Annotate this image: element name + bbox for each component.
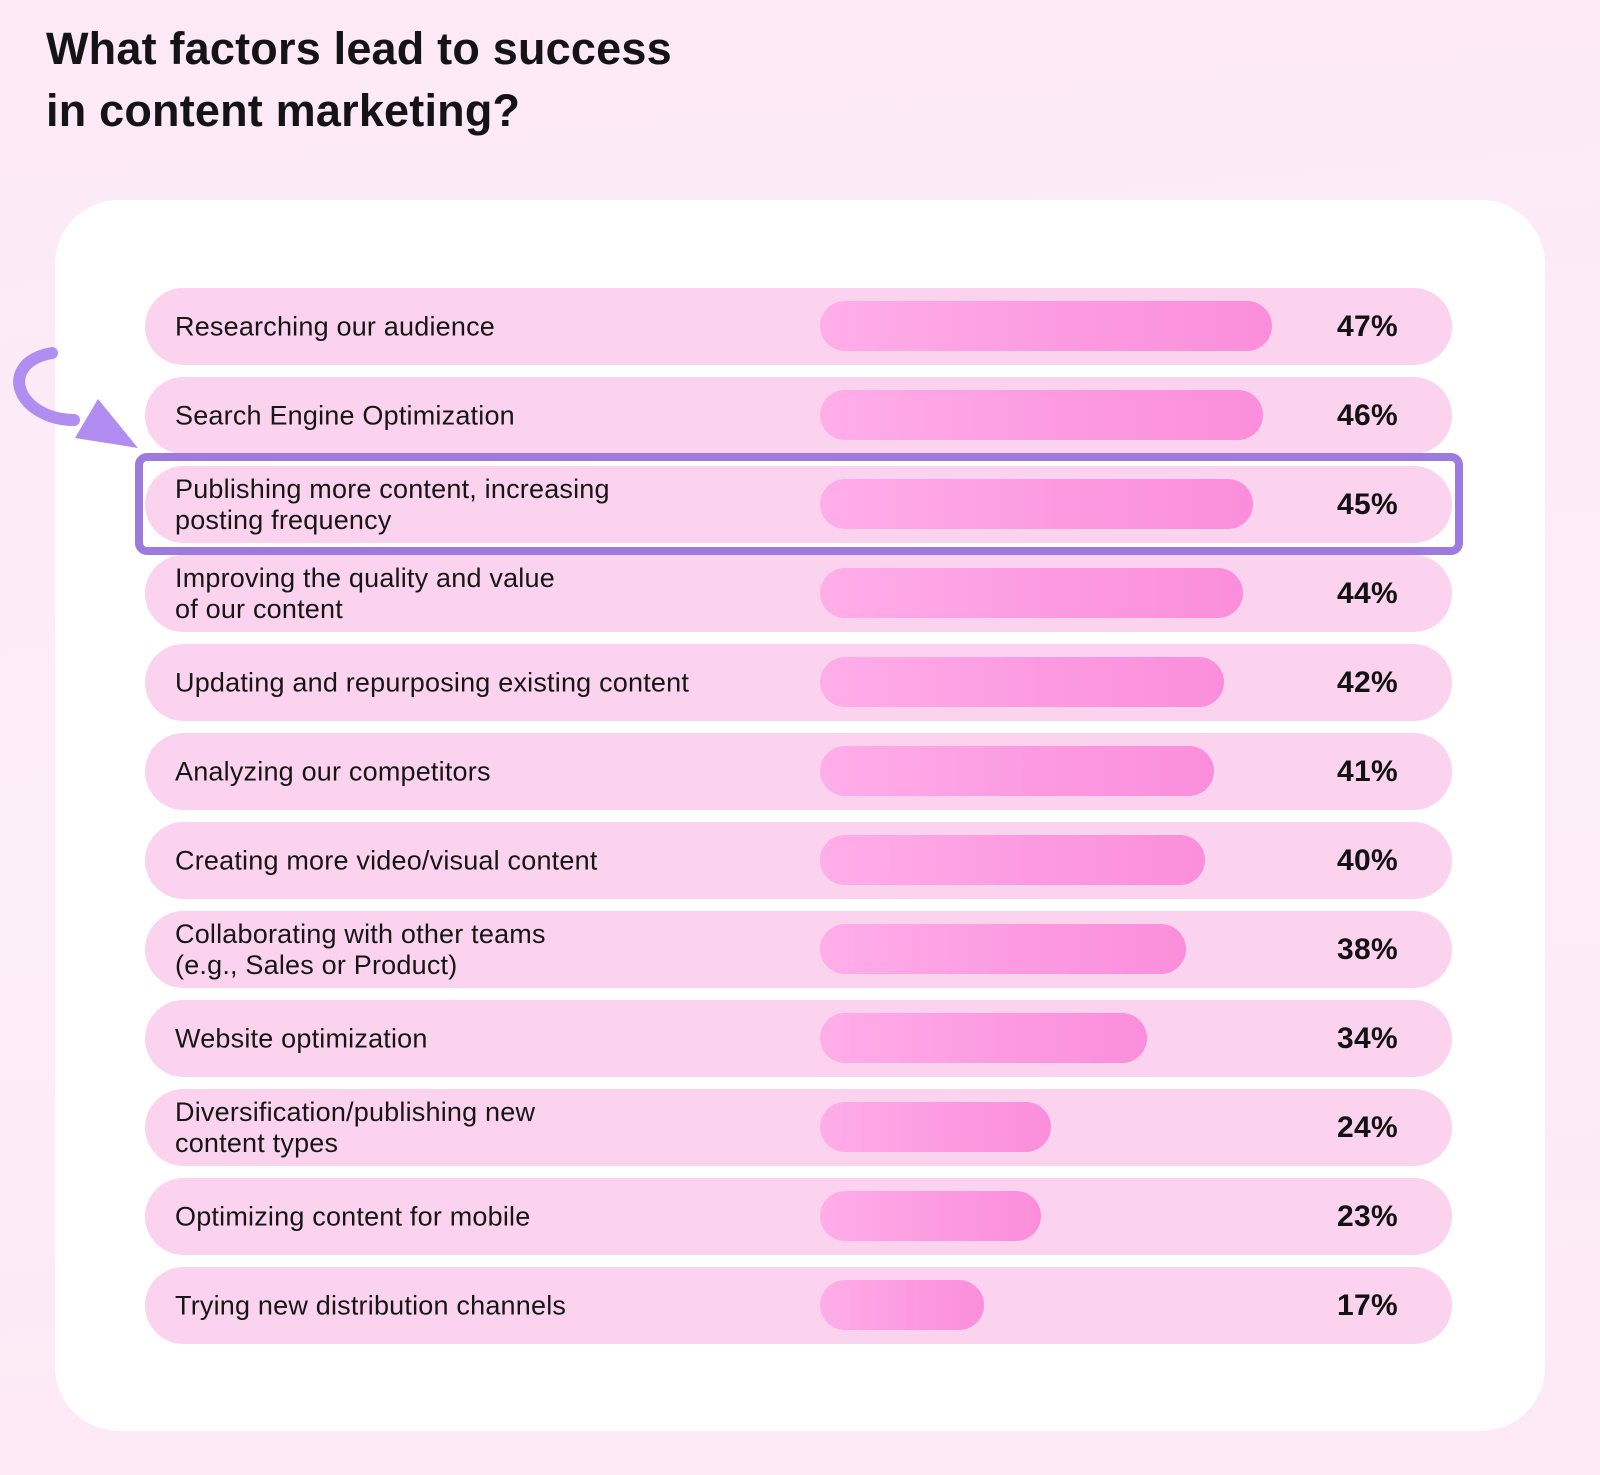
value-bar: [820, 746, 1214, 796]
value-bar: [820, 657, 1224, 707]
chart-row: Website optimization 34%: [145, 1000, 1452, 1077]
factor-label: Improving the quality and value of our c…: [175, 562, 555, 624]
factor-percentage: 45%: [1337, 487, 1398, 521]
factor-label: Search Engine Optimization: [175, 400, 515, 430]
factor-percentage: 40%: [1337, 843, 1398, 877]
factor-percentage: 41%: [1337, 754, 1398, 788]
chart-row: Creating more video/visual content 40%: [145, 822, 1452, 899]
value-bar: [820, 479, 1253, 529]
factor-label: Updating and repurposing existing conten…: [175, 667, 690, 697]
factor-percentage: 42%: [1337, 665, 1398, 699]
factor-percentage: 24%: [1337, 1110, 1398, 1144]
factor-label: Trying new distribution channels: [175, 1290, 567, 1320]
chart-row: Diversification/publishing new content t…: [145, 1089, 1452, 1166]
factor-percentage: 23%: [1337, 1199, 1398, 1233]
chart-row: Improving the quality and value of our c…: [145, 555, 1452, 632]
factor-percentage: 34%: [1337, 1021, 1398, 1055]
value-bar: [820, 568, 1243, 618]
factor-label: Collaborating with other teams (e.g., Sa…: [175, 918, 546, 980]
rows: Researching our audience 47% Search Engi…: [135, 288, 1463, 1344]
chart-row: Updating and repurposing existing conten…: [145, 644, 1452, 721]
chart-row: Publishing more content, increasing post…: [135, 453, 1463, 555]
factor-label: Optimizing content for mobile: [175, 1201, 531, 1231]
value-bar: [820, 835, 1205, 885]
value-bar: [820, 301, 1272, 351]
value-bar: [820, 1191, 1041, 1241]
value-bar: [820, 1280, 984, 1330]
factor-label: Diversification/publishing new content t…: [175, 1096, 536, 1158]
factor-percentage: 17%: [1337, 1288, 1398, 1322]
factor-label: Analyzing our competitors: [175, 756, 491, 786]
page-title: What factors lead to success in content …: [46, 23, 672, 136]
value-bar: [820, 390, 1263, 440]
chart-row: Collaborating with other teams (e.g., Sa…: [145, 911, 1452, 988]
factor-label: Website optimization: [175, 1023, 428, 1053]
chart-row: Analyzing our competitors 41%: [145, 733, 1452, 810]
value-bar: [820, 1013, 1147, 1063]
value-bar: [820, 1102, 1051, 1152]
chart-row: Search Engine Optimization 46%: [145, 377, 1452, 454]
value-bar: [820, 924, 1186, 974]
factor-percentage: 47%: [1337, 309, 1398, 343]
curved-arrow-icon: [13, 347, 138, 448]
chart-row: Optimizing content for mobile 23%: [145, 1178, 1452, 1255]
factor-percentage: 46%: [1337, 398, 1398, 432]
chart-row: Trying new distribution channels 17%: [145, 1267, 1452, 1344]
factor-percentage: 44%: [1337, 576, 1398, 610]
factor-label: Researching our audience: [175, 311, 496, 341]
factor-label: Creating more video/visual content: [175, 845, 598, 875]
factor-label: Publishing more content, increasing post…: [175, 473, 610, 535]
chart-card: Researching our audience 47% Search Engi…: [55, 200, 1545, 1431]
factor-percentage: 38%: [1337, 932, 1398, 966]
chart-row: Researching our audience 47%: [145, 288, 1452, 365]
